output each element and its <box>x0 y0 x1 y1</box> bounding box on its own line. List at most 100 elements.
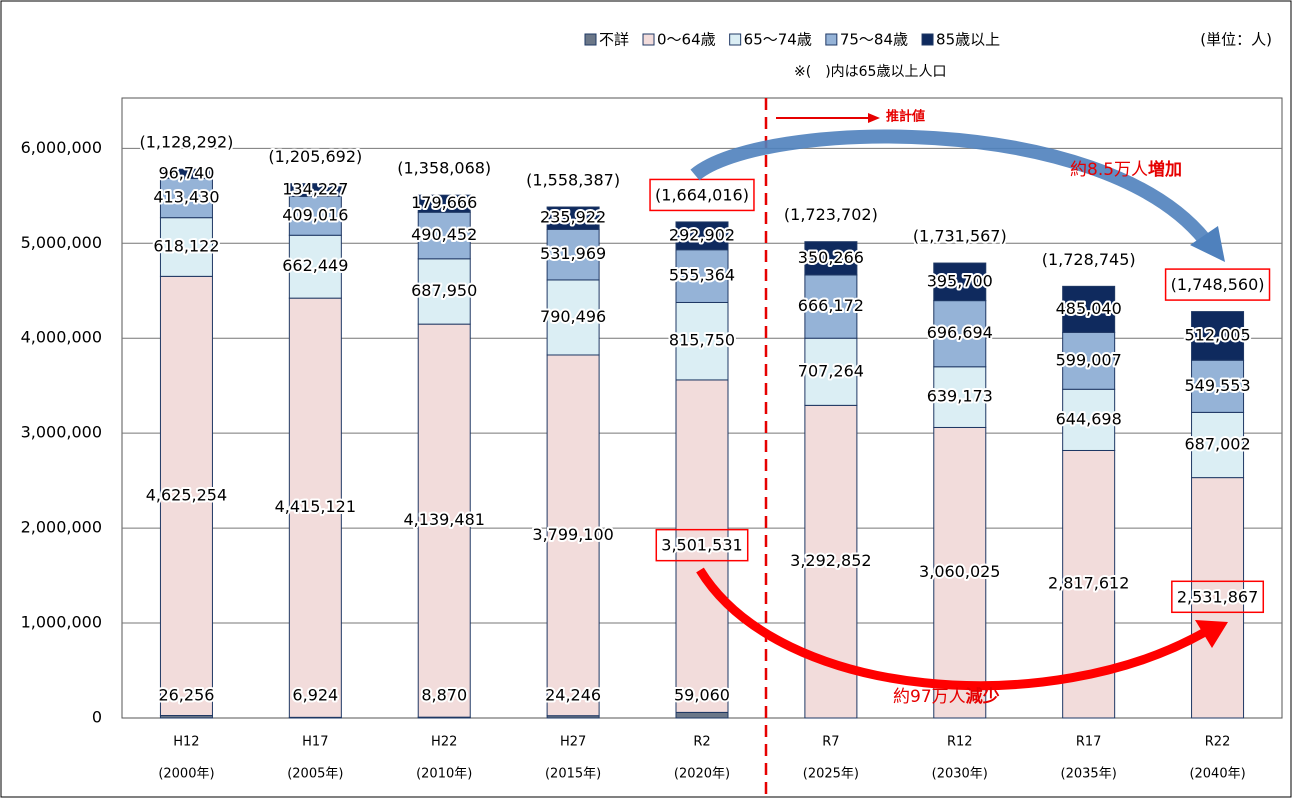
data-label: 350,266 <box>798 248 864 267</box>
legend-swatch <box>825 33 838 46</box>
total-label: (1,731,567) <box>913 227 1007 246</box>
data-label: 549,553 <box>1184 376 1250 395</box>
x-tick-sublabel: (2005年) <box>287 767 343 782</box>
bar-segment <box>288 297 342 718</box>
data-label: 134,227 <box>282 180 348 199</box>
data-label: 512,005 <box>1184 325 1250 344</box>
y-tick-label: 3,000,000 <box>21 423 102 442</box>
x-tick-sublabel: (2010年) <box>416 767 472 782</box>
y-tick-label: 5,000,000 <box>21 233 102 252</box>
x-tick-sublabel: (2015年) <box>545 767 601 782</box>
legend: 不詳 0〜64歳 65〜74歳 75〜84歳 85歳以上 <box>584 31 1000 49</box>
bar-segment <box>417 258 471 325</box>
note: ※( )内は65歳以上人口 <box>794 64 946 80</box>
data-label: 26,256 <box>158 686 214 705</box>
data-label: 395,700 <box>927 271 993 290</box>
bar-segment <box>933 366 987 428</box>
total-label: (1,723,702) <box>784 205 878 224</box>
estimate-label: 推計値 <box>886 109 925 125</box>
data-label: 485,040 <box>1056 299 1122 318</box>
bar-segment <box>1191 411 1245 479</box>
x-tick-label: H12 <box>173 735 199 750</box>
increase-arrow-head <box>1190 226 1225 262</box>
data-label: 413,430 <box>153 188 219 207</box>
data-label: 6,924 <box>292 686 338 705</box>
data-label: 96,740 <box>158 163 214 182</box>
data-label: 2,817,612 <box>1048 574 1129 593</box>
x-tick-sublabel: (2035年) <box>1061 767 1117 782</box>
bar-segment <box>933 426 987 719</box>
legend-label: 65〜74歳 <box>744 31 812 49</box>
increase-prefix: 約8.5万人 <box>1070 160 1148 180</box>
legend-label: 不詳 <box>599 31 629 49</box>
y-tick-label: 6,000,000 <box>21 138 102 157</box>
bar-segment <box>804 274 858 339</box>
bar-segment <box>804 337 858 406</box>
data-label: 687,002 <box>1184 434 1250 453</box>
bar-segment <box>417 211 471 260</box>
bar-segment <box>1062 331 1116 390</box>
bar-segment <box>1062 285 1116 333</box>
bar-segment <box>417 323 471 718</box>
x-tick-label: R7 <box>822 735 839 750</box>
decrease-arrow <box>696 567 1208 691</box>
highlight-box <box>655 528 749 562</box>
legend-swatch <box>584 33 597 46</box>
data-label: 666,172 <box>798 296 864 315</box>
decrease-label: 約97万人減少 <box>893 686 1000 707</box>
y-tick-label: 1,000,000 <box>21 613 102 632</box>
data-label: 815,750 <box>669 331 735 350</box>
bar-segment <box>546 206 600 230</box>
data-label: 662,449 <box>282 256 348 275</box>
bar-segment <box>1062 388 1116 451</box>
data-label: 4,625,254 <box>146 485 227 504</box>
total-label: (1,664,016) <box>655 185 749 204</box>
x-tick-label: R17 <box>1076 735 1102 750</box>
total-label: (1,128,292) <box>139 133 233 152</box>
legend-swatch <box>642 33 655 46</box>
data-label: 3,292,852 <box>790 551 871 570</box>
total-label: (1,728,745) <box>1042 250 1136 269</box>
legend-label: 0〜64歳 <box>657 31 716 49</box>
x-tick-label: R12 <box>947 735 973 750</box>
data-label: 531,969 <box>540 244 606 263</box>
total-label: (1,558,387) <box>526 171 620 190</box>
data-label: 292,902 <box>669 225 735 244</box>
data-label: 644,698 <box>1056 409 1122 428</box>
data-label: 179,666 <box>411 193 477 212</box>
total-label: (1,748,560) <box>1171 275 1265 294</box>
total-label: (1,358,068) <box>397 159 491 178</box>
bar-segment <box>1191 311 1245 361</box>
increase-label: 約8.5万人増加 <box>1070 159 1182 180</box>
x-tick-sublabel: (2025年) <box>803 767 859 782</box>
x-tick-label: H27 <box>560 735 586 750</box>
legend-swatch <box>729 33 742 46</box>
bar-segment <box>675 711 729 719</box>
data-label: 790,496 <box>540 307 606 326</box>
y-tick-label: 0 <box>92 708 102 727</box>
data-label: 696,694 <box>927 323 993 342</box>
data-label: 490,452 <box>411 225 477 244</box>
y-tick-label: 4,000,000 <box>21 328 102 347</box>
data-label: 3,060,025 <box>919 562 1000 581</box>
x-tick-label: H17 <box>302 735 328 750</box>
estimate-arrow-head <box>868 113 880 123</box>
highlight-box <box>1164 268 1271 301</box>
data-label: 618,122 <box>153 237 219 256</box>
x-tick-sublabel: (2030年) <box>932 767 988 782</box>
data-label: 707,264 <box>798 361 864 380</box>
data-label: 687,950 <box>411 281 477 300</box>
increase-arrow <box>690 129 1211 245</box>
data-label: 599,007 <box>1056 350 1122 369</box>
unit: (単位：人) <box>1200 31 1272 49</box>
data-label: 3,501,531 <box>661 536 742 555</box>
legend-label: 85歳以上 <box>936 31 1000 49</box>
data-label: 3,799,100 <box>532 525 613 544</box>
bar-segment <box>546 279 600 356</box>
decrease-arrow-head <box>1195 620 1228 648</box>
highlight-box <box>1171 580 1265 614</box>
x-tick-label: H22 <box>431 735 457 750</box>
decrease-prefix: 約97万人 <box>893 687 966 707</box>
data-label: 409,016 <box>282 205 348 224</box>
bar-segment <box>159 217 213 277</box>
